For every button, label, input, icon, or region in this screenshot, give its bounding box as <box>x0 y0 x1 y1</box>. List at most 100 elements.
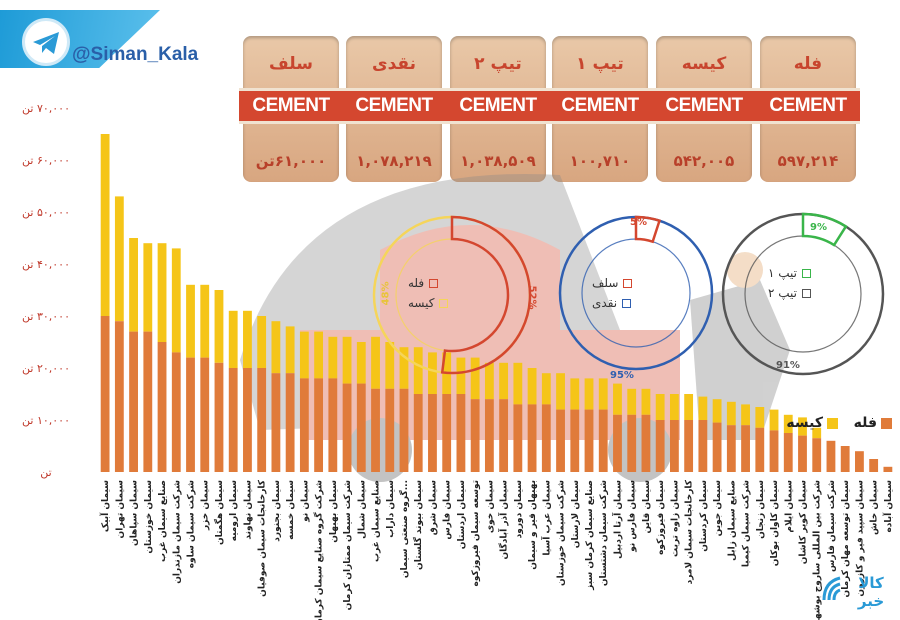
bar-bag-9 <box>228 310 238 368</box>
bar-bulk-52 <box>840 446 850 472</box>
bar-bag-49 <box>798 417 807 436</box>
bar-bulk-1 <box>114 321 124 472</box>
bar-bag-35 <box>598 378 608 410</box>
bar-bag-48 <box>783 414 793 433</box>
bag-value: ۱۰۰,۷۱۰ <box>569 152 631 170</box>
bar-bag-14 <box>299 331 309 379</box>
bar-bulk-26 <box>470 399 480 472</box>
x-tick-label-8: سیمان هگمتان <box>213 480 225 545</box>
bar-bag-43 <box>712 399 722 423</box>
y-tick-label-5: ۵۰,۰۰۰ تن <box>22 206 70 219</box>
bar-bulk-42 <box>698 420 708 472</box>
bag-band <box>652 88 756 124</box>
x-tick-label-23: سیمان شرق <box>428 480 438 535</box>
bar-bulk-9 <box>228 368 238 472</box>
bag-value: ۶۱,۰۰۰تن <box>255 152 327 170</box>
x-tick-label-44: صنایع سیمان زابل <box>727 480 737 561</box>
bar-bag-18 <box>356 342 366 384</box>
bar-bulk-18 <box>356 383 366 472</box>
bar-bulk-41 <box>684 420 694 472</box>
bag-cement-label: CEMENT <box>355 95 433 116</box>
bag-band <box>756 88 860 124</box>
x-tick-label-19: صنایع سیمان غرب <box>372 480 382 562</box>
donut-pct-2-0: 9% <box>810 222 827 233</box>
bar-bulk-55 <box>883 466 893 472</box>
bar-bag-20 <box>385 342 395 389</box>
bar-bag-36 <box>613 383 622 415</box>
bar-bulk-7 <box>200 357 210 472</box>
bar-bulk-17 <box>342 383 352 472</box>
bar-bag-2 <box>129 238 138 332</box>
donut-slice-2 <box>801 212 848 247</box>
legend-swatch-bulk <box>881 417 892 429</box>
bar-bag-3 <box>143 243 153 332</box>
bar-bulk-48 <box>783 433 793 472</box>
cement-bag-5: سلف CEMENT ۶۱,۰۰۰تن <box>239 36 343 182</box>
x-tick-label-48: سیمان ایلام <box>784 480 794 533</box>
bar-bulk-36 <box>613 414 622 472</box>
legend-label-bulk: فله <box>853 415 877 431</box>
bar-bag-17 <box>342 336 352 384</box>
chart-legend: فله کیسه <box>786 412 900 436</box>
y-tick-label-3: ۳۰,۰۰۰ تن <box>22 310 70 323</box>
x-tick-label-25: سیمان اردستان <box>457 480 467 549</box>
bag-cement-label: CEMENT <box>459 95 537 116</box>
bar-bag-6 <box>186 284 195 358</box>
x-tick-label-21: گروه صنعتی سیمان... <box>398 480 410 578</box>
bag-name: کیسه <box>681 54 727 74</box>
bag-cement-label: CEMENT <box>252 95 330 116</box>
x-tick-label-50: شرکت بین المللی ساروج بوشهر <box>813 480 823 620</box>
donut-legend-label: فله <box>408 276 425 290</box>
bar-bag-50 <box>812 427 822 439</box>
bag-value: ۵۴۲,۰۰۵ <box>673 152 735 170</box>
donut-legend-label: نقدی <box>592 296 618 310</box>
bar-bulk-10 <box>243 368 252 472</box>
x-tick-label-30: بهبهان قیر و سیمان <box>528 480 538 570</box>
bar-bag-23 <box>428 352 437 394</box>
x-tick-label-37: سیمان فارس نو <box>628 480 638 553</box>
bag-name: نقدی <box>371 54 417 74</box>
bar-bag-31 <box>541 373 551 405</box>
bar-bag-11 <box>257 316 267 368</box>
bag-cement-label: CEMENT <box>665 95 743 116</box>
bar-bulk-35 <box>598 409 608 472</box>
bar-bulk-46 <box>755 427 765 472</box>
bar-bag-27 <box>484 362 494 400</box>
bar-bag-15 <box>314 331 324 379</box>
bar-bulk-51 <box>826 440 836 472</box>
bar-bulk-33 <box>570 409 580 472</box>
bar-bulk-13 <box>285 373 295 472</box>
bar-bulk-45 <box>741 425 750 472</box>
illustration-shape <box>727 252 763 288</box>
bar-bulk-47 <box>769 430 779 472</box>
bar-bulk-49 <box>798 435 807 472</box>
x-tick-label-54: سیمان خاش <box>870 480 880 535</box>
x-tick-label-9: سیمان ارومیه <box>229 480 239 541</box>
bar-bag-45 <box>741 404 750 426</box>
x-tick-label-0: سیمان آبیک <box>99 480 111 532</box>
bag-value: ۱,۰۳۸,۵۰۹ <box>460 152 536 170</box>
x-tick-label-4: صنایع سیمان غرب <box>158 480 168 562</box>
bag-band <box>446 88 550 124</box>
bag-name: فله <box>793 54 823 74</box>
donut-legend-swatch <box>802 288 812 298</box>
x-tick-label-34: صنایع سیمان کرمان سبز <box>585 480 595 591</box>
bar-bulk-3 <box>143 331 153 472</box>
x-tick-label-27: سیمان خوی <box>485 480 495 533</box>
bar-bulk-4 <box>157 342 167 472</box>
donut-legend-swatch <box>623 278 633 288</box>
x-tick-label-29: سیمان دورود <box>514 480 524 539</box>
x-tick-label-49: سیمان کویر کاشان <box>798 480 808 564</box>
bar-bag-44 <box>726 401 736 426</box>
x-tick-label-20: سیمان داراب <box>386 480 396 538</box>
x-tick-label-13: سیمان خمسه <box>286 480 296 540</box>
bar-bulk-5 <box>171 352 181 472</box>
bag-value: ۵۹۷,۲۱۴ <box>777 152 839 170</box>
brand-header: @Siman_Kala <box>0 0 215 75</box>
cement-bag-3: تیپ ۲ CEMENT ۱,۰۳۸,۵۰۹ <box>446 36 550 182</box>
bar-bulk-24 <box>442 394 452 472</box>
donut-legend-label: کیسه <box>408 296 435 310</box>
bag-name: تیپ ۲ <box>474 54 522 74</box>
bar-bag-29 <box>513 362 523 405</box>
